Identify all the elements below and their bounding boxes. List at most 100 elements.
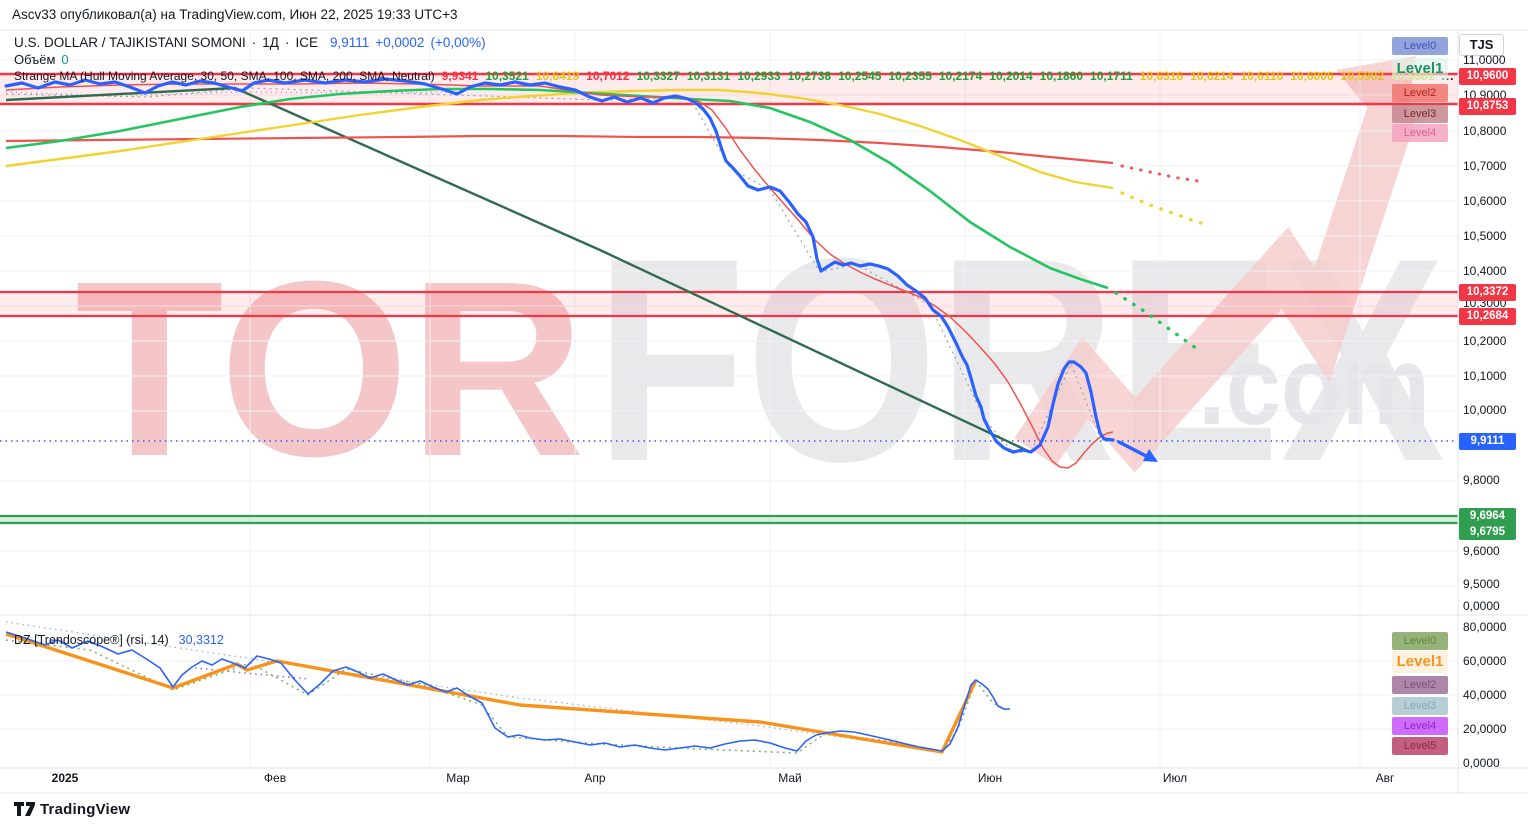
currency-toggle-button[interactable]: TJS [1459,34,1504,56]
rsi-axis-label: 0,0000 [1463,756,1500,770]
level-price-badge: 10,8753 [1459,98,1516,115]
price-axis-label: 10,8000 [1463,124,1507,138]
attribution-text: Ascv33 опубликовал(а) на TradingView.com… [12,7,458,22]
time-axis-label: Мар [446,771,470,785]
ma-value: 10,3131 [686,69,731,83]
rsi-axis-label: 60,0000 [1463,654,1507,668]
ma-value: 10,3327 [636,69,680,83]
sma-200-line [5,134,1114,165]
strange-ma-legend[interactable]: Strange MA (Hull Moving Average, 30, 50,… [14,69,1454,83]
level1-badge-top: Level1 [1392,58,1448,80]
ma-value: 10,1860 [1039,69,1084,83]
trend-line[interactable] [5,86,1029,453]
price-axis-label: 10,0000 [1463,403,1507,417]
time-axis-label: Авг [1375,771,1395,785]
ma-value: 10,2014 [989,69,1033,83]
rsi-indicator-value: 30,3312 [178,633,224,647]
volume-legend[interactable]: Объём 0 [14,52,69,67]
rsi-indicator-legend[interactable]: DZ [Trendoscope®] (rsi, 14) 30,3312 [14,633,224,647]
price-axis-label: 9,5000 [1463,577,1500,591]
last-price: 9,9111 [329,35,370,50]
pane-separators [0,29,1528,794]
sma-50-projection-dots [1114,291,1202,353]
price-change-percent: (+0,00%) [430,35,486,50]
rsi-gray-dotted-line [5,621,943,752]
time-axis-label: 2025 [51,771,79,785]
rsi-zigzag-line [5,632,978,754]
rsi-line [5,631,1010,752]
ma-value: 10,2933 [737,69,781,83]
price-axis-label: 10,7000 [1463,159,1507,173]
ma-value: 10,7012 [586,69,630,83]
volume-axis-zero-label: 0,0000 [1463,599,1500,613]
tradingview-brand-text[interactable]: TradingView [40,801,131,818]
time-axis-label: Апр [584,771,606,785]
sma-100-line [5,88,1114,190]
level-price-badge: 10,9600 [1459,68,1516,85]
time-axis-label: Июн [977,771,1003,785]
price-change: +0,0002 [375,35,425,50]
forecast-arrow[interactable] [1117,440,1158,462]
price-axis-label: 10,2000 [1463,334,1507,348]
price-axis-label: 10,1000 [1463,369,1507,383]
resistance-band-middle [0,290,1458,318]
ma-value: 10,2174 [938,69,983,83]
level2-badge-top: Level2 [1392,84,1448,102]
ma-value: 9,9341 [441,69,479,83]
sma-100-projection-dots [1120,191,1206,226]
rsi-axis-label: 20,0000 [1463,722,1507,736]
resistance-band-upper [0,72,1458,106]
ma-value: 10,6316 [1139,69,1184,83]
rsi-axis-label: 40,0000 [1463,688,1507,702]
sma-50-line [5,87,1109,290]
ma-value: 10,2355 [888,69,932,83]
support-price-badges: 9,6964 9,6795 [1459,508,1516,540]
time-axis-label: Фев [263,771,287,785]
ma-value: 10,6110 [1240,69,1284,83]
rsi-axis-label: 80,0000 [1463,620,1507,634]
sma-200-projection-dots [1120,164,1206,184]
rsi-indicator-title[interactable]: DZ [Trendoscope®] (rsi, 14) [14,633,169,647]
symbol-legend[interactable]: U.S. DOLLAR / TAJIKISTANI SOMONI · 1Д · … [14,35,486,50]
level4-badge-top: Level4 [1392,124,1448,142]
price-axis-label: 9,8000 [1463,473,1500,487]
ma-value: 10,6214 [1190,69,1234,83]
volume-label: Объём [14,52,56,67]
current-price-badge: 9,9111 [1459,433,1516,450]
separator-dot: · [284,35,290,50]
support-price-badge: 9,6964 [1469,510,1506,522]
tradingview-logo-icon[interactable] [13,800,37,823]
grid [0,30,1458,768]
support-band-green [0,514,1458,525]
strange-ma-title[interactable]: Strange MA (Hull Moving Average, 30, 50,… [14,69,435,83]
level1-badge-bottom: Level1 [1392,651,1448,673]
price-axis-label: 11,0000 [1463,53,1506,67]
ma-value: 10,6006 [1290,69,1334,83]
level-price-badge: 10,2684 [1459,308,1516,325]
price-axis-label: 9,6000 [1463,544,1500,558]
price-axis-label: 10,6000 [1463,194,1507,208]
ma-value: 10,3521 [485,69,529,83]
level3-badge-bottom: Level3 [1392,697,1448,715]
time-axis-label: Июл [1162,771,1188,785]
time-axis-label: Май [778,771,802,785]
level0-badge-top: Level0 [1392,37,1448,55]
watermark-text-left: TOR [75,229,585,508]
interval-label[interactable]: 1Д [262,35,279,50]
level0-badge-bottom: Level0 [1392,632,1448,650]
separator-dot: · [251,35,257,50]
level4-badge-bottom: Level4 [1392,717,1448,735]
volume-value: 0 [61,52,69,67]
price-axis-label: 10,5000 [1463,229,1507,243]
level3-badge-top: Level3 [1392,105,1448,123]
ma-value: 10,2545 [838,69,882,83]
symbol-name[interactable]: U.S. DOLLAR / TAJIKISTANI SOMONI [14,35,246,50]
level-price-badge: 10,3372 [1459,284,1516,301]
level5-badge-bottom: Level5 [1392,737,1448,755]
exchange-label: ICE [295,35,318,50]
price-line[interactable] [4,77,1115,454]
ma-value: 10,5902 [1340,69,1385,83]
ma-value: 10,2738 [787,69,832,83]
